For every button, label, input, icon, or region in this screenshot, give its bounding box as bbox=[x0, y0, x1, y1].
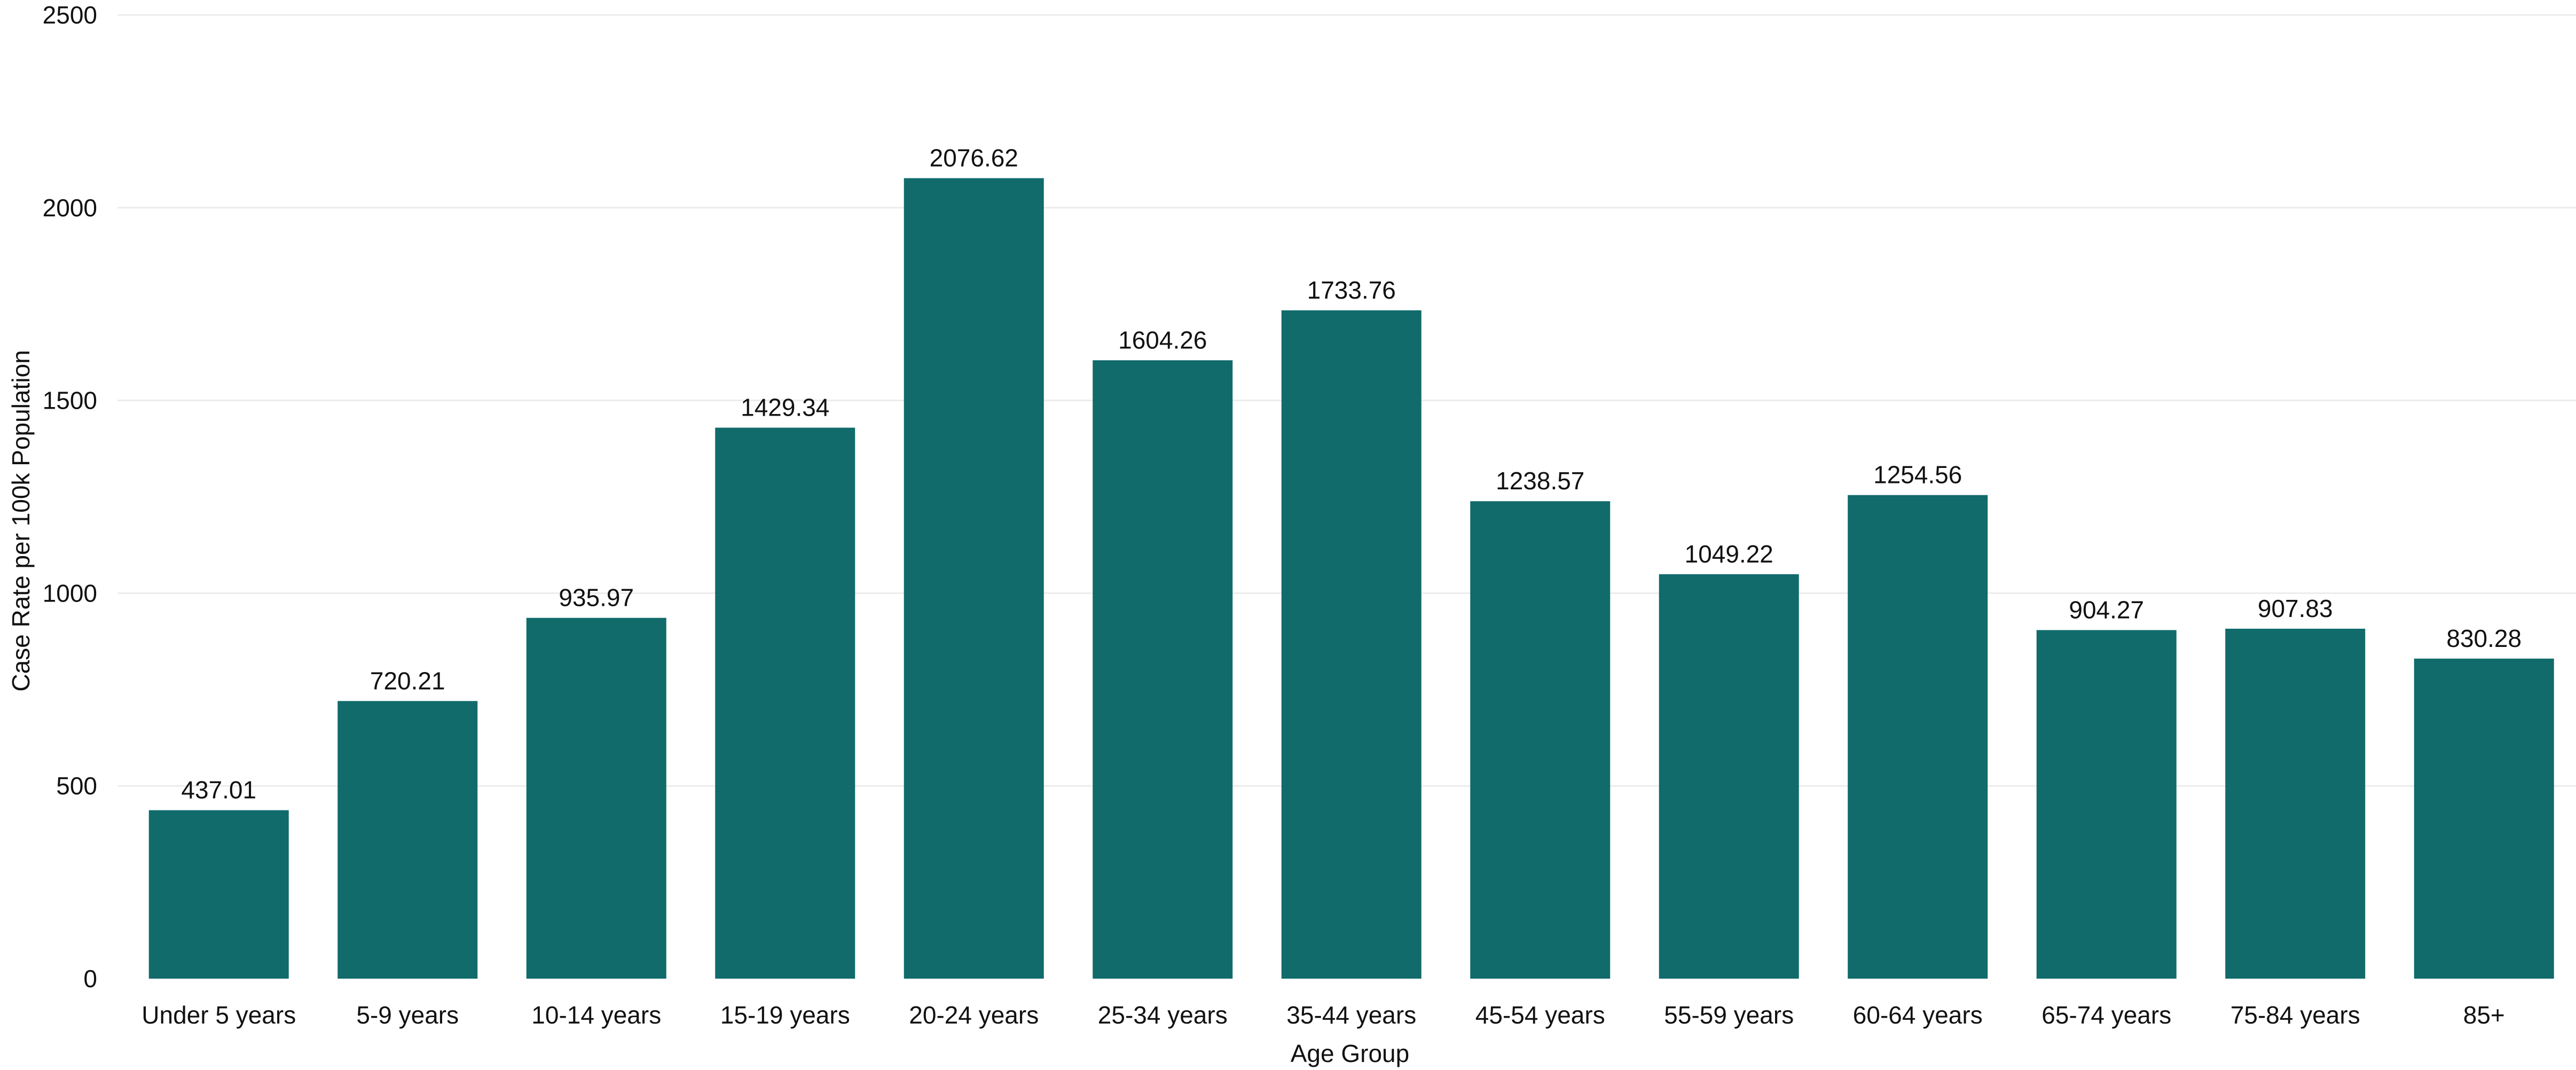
bars bbox=[148, 178, 2554, 979]
bar bbox=[1659, 574, 1799, 979]
bar-value-label: 904.27 bbox=[2069, 596, 2144, 623]
x-tick-label: 55-59 years bbox=[1664, 1001, 1794, 1029]
x-tick-label: 15-19 years bbox=[720, 1001, 850, 1029]
x-tick-label: 75-84 years bbox=[2231, 1001, 2360, 1029]
x-tick-label: 45-54 years bbox=[1475, 1001, 1605, 1029]
bar bbox=[2414, 658, 2554, 979]
y-axis-ticks: 0 500 1000 1500 2000 2500 bbox=[43, 1, 97, 993]
y-tick-label: 2500 bbox=[43, 1, 97, 29]
bar bbox=[904, 178, 1044, 979]
bar bbox=[148, 810, 289, 979]
bar bbox=[1093, 360, 1233, 979]
bar bbox=[337, 701, 478, 979]
bar-value-label: 1238.57 bbox=[1496, 467, 1584, 495]
bar-value-label: 720.21 bbox=[370, 667, 445, 694]
x-tick-label: 10-14 years bbox=[531, 1001, 661, 1029]
x-axis-ticks: Under 5 years 5-9 years 10-14 years 15-19 y… bbox=[142, 1001, 2504, 1029]
x-tick-label: 60-64 years bbox=[1853, 1001, 1983, 1029]
x-tick-label: 35-44 years bbox=[1286, 1001, 1416, 1029]
x-tick-label: 20-24 years bbox=[909, 1001, 1039, 1029]
bar-value-label: 437.01 bbox=[181, 776, 256, 804]
bar bbox=[1470, 501, 1611, 979]
bar-value-label: 907.83 bbox=[2258, 595, 2333, 622]
x-tick-label: 25-34 years bbox=[1098, 1001, 1228, 1029]
bar-value-label: 1429.34 bbox=[741, 394, 829, 421]
bar bbox=[715, 427, 855, 979]
data-labels: 437.01 720.21 935.97 1429.34 2076.62 1604.26 1… bbox=[181, 144, 2522, 804]
bar bbox=[2036, 630, 2177, 979]
y-tick-label: 1000 bbox=[43, 579, 97, 607]
x-tick-label: Under 5 years bbox=[142, 1001, 296, 1029]
bar-value-label: 2076.62 bbox=[930, 144, 1018, 172]
bar-value-label: 1049.22 bbox=[1685, 540, 1773, 568]
y-tick-label: 2000 bbox=[43, 194, 97, 222]
x-tick-label: 85+ bbox=[2463, 1001, 2505, 1029]
y-tick-label: 0 bbox=[83, 965, 97, 993]
bar-value-label: 1254.56 bbox=[1873, 461, 1962, 489]
y-tick-label: 500 bbox=[56, 772, 97, 800]
x-axis-title: Age Group bbox=[1291, 1040, 1409, 1067]
y-axis-title: Case Rate per 100k Population bbox=[7, 350, 35, 691]
x-tick-label: 65-74 years bbox=[2041, 1001, 2171, 1029]
bar bbox=[1281, 310, 1421, 979]
bar-value-label: 935.97 bbox=[559, 584, 634, 612]
bar-value-label: 1604.26 bbox=[1118, 326, 1207, 354]
y-tick-label: 1500 bbox=[43, 387, 97, 415]
bar bbox=[526, 618, 666, 979]
bar-value-label: 830.28 bbox=[2446, 624, 2522, 652]
bar-value-label: 1733.76 bbox=[1307, 276, 1396, 304]
bar bbox=[2225, 628, 2366, 979]
bar bbox=[1848, 495, 1988, 979]
x-tick-label: 5-9 years bbox=[356, 1001, 459, 1029]
